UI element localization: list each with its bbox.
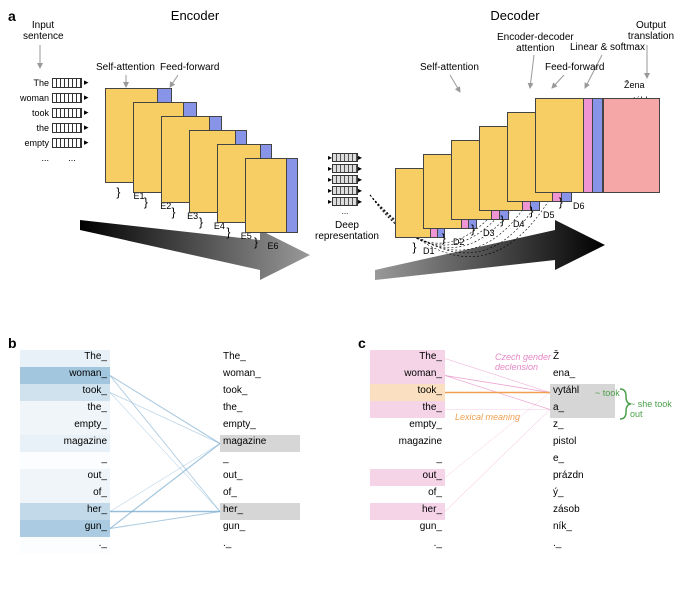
panel-a: Inputsentence Self-attention Feed-forwar… (0, 20, 685, 320)
attn-tgt-word: the_ (220, 401, 300, 418)
panel-c-right: Žena_vytáhla_z_pistole_prázdný_zásobník_… (550, 350, 615, 554)
input-label: Inputsentence (23, 20, 63, 42)
attn-src-word: of_ (370, 486, 445, 503)
attn-src-word: woman_ (370, 367, 445, 384)
attn-tgt-word: a_ (550, 401, 615, 418)
attn-tgt-word: _ (220, 452, 300, 469)
attn-tgt-word: magazine (220, 435, 300, 452)
self-attn2-label: Self-attention (420, 62, 479, 73)
attn-tgt-word: ._ (550, 537, 615, 554)
she-took: ~ she took out (630, 399, 680, 419)
input-word: ...... (18, 150, 92, 165)
attn-src-word: empty_ (20, 418, 110, 435)
attn-tgt-word: ý_ (550, 486, 615, 503)
attn-src-word: took_ (370, 384, 445, 401)
attn-src-word: her_ (370, 503, 445, 520)
output-word: Žena (624, 80, 656, 95)
input-word: the▸ (18, 120, 92, 135)
panel-b: The_woman_took_the_empty_magazine_out_of… (20, 350, 340, 590)
panel-b-right: The_woman_took_the_empty_magazine_out_of… (220, 350, 300, 554)
input-word: empty▸ (18, 135, 92, 150)
input-word: woman▸ (18, 90, 92, 105)
feed-fwd-label: Feed-forward (160, 62, 219, 73)
attn-src-word: empty_ (370, 418, 445, 435)
output-label: Outputtranslation (626, 20, 676, 42)
lex-mean-label: Lexical meaning (455, 412, 520, 422)
attn-tgt-word: gun_ (220, 520, 300, 537)
attn-tgt-word: ena_ (550, 367, 615, 384)
attn-tgt-word: e_ (550, 452, 615, 469)
attn-tgt-word: her_ (220, 503, 300, 520)
attn-src-word: gun_ (20, 520, 110, 537)
input-word: took▸ (18, 105, 92, 120)
attn-src-word: ._ (20, 537, 110, 554)
attn-src-word: The_ (20, 350, 110, 367)
panel-b-label: b (8, 335, 17, 351)
attn-src-word: ._ (370, 537, 445, 554)
attn-tgt-word: The_ (220, 350, 300, 367)
attn-src-word: woman_ (20, 367, 110, 384)
attn-tgt-word: pistol (550, 435, 615, 452)
panel-c-label: c (358, 335, 366, 351)
attn-tgt-word: prázdn (550, 469, 615, 486)
attn-tgt-word: ._ (220, 537, 300, 554)
panel-b-left: The_woman_took_the_empty_magazine_out_of… (20, 350, 110, 554)
attn-tgt-word: out_ (220, 469, 300, 486)
attn-tgt-word: z_ (550, 418, 615, 435)
deep-rep-label: Deeprepresentation (312, 220, 382, 242)
attn-src-word: her_ (20, 503, 110, 520)
self-attn-label: Self-attention (96, 62, 155, 73)
attn-src-word: the_ (370, 401, 445, 418)
attn-src-word: took_ (20, 384, 110, 401)
took-note: ~ took (595, 388, 620, 398)
enc-dec-label: Encoder-decoderattention (497, 32, 574, 54)
attn-src-word: out_ (370, 469, 445, 486)
panel-c: The_woman_took_the_empty_magazine_out_of… (370, 350, 680, 590)
attn-tgt-word: zásob (550, 503, 615, 520)
input-word: The▸ (18, 75, 92, 90)
attn-src-word: The_ (370, 350, 445, 367)
attn-tgt-word: ník_ (550, 520, 615, 537)
attn-src-word: _ (20, 452, 110, 469)
attn-src-word: the_ (20, 401, 110, 418)
attn-src-word: of_ (20, 486, 110, 503)
attn-tgt-word: Ž (550, 350, 615, 367)
attn-src-word: _ (370, 452, 445, 469)
attn-tgt-word: empty_ (220, 418, 300, 435)
attn-src-word: out_ (20, 469, 110, 486)
lin-soft-label: Linear & softmax (570, 42, 645, 53)
attn-src-word: magazine (20, 435, 110, 452)
attn-src-word: gun_ (370, 520, 445, 537)
attn-tgt-word: woman_ (220, 367, 300, 384)
input-column: The▸woman▸took▸the▸empty▸...... (18, 75, 92, 165)
czech-decl-label: Czech genderdeclension (495, 352, 551, 372)
feed-fwd2-label: Feed-forward (545, 62, 604, 73)
attn-src-word: magazine (370, 435, 445, 452)
panel-c-left: The_woman_took_the_empty_magazine_out_of… (370, 350, 445, 554)
attn-tgt-word: of_ (220, 486, 300, 503)
attn-tgt-word: took_ (220, 384, 300, 401)
deep-representation: ▸▸▸▸▸▸▸▸▸▸... (328, 152, 362, 216)
